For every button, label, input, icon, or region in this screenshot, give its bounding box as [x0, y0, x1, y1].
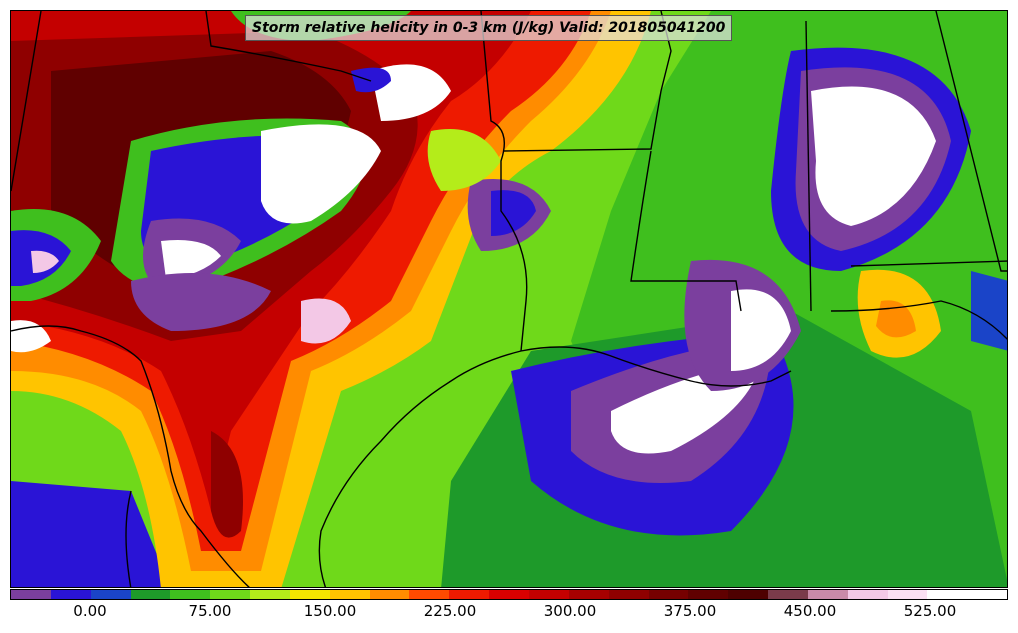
- colorbar-segment: [130, 590, 171, 599]
- colorbar-segment: [847, 590, 888, 599]
- colorbar-segment: [409, 590, 450, 599]
- colorbar-segment: [807, 590, 848, 599]
- colorbar-tick-label: 300.00: [543, 602, 597, 620]
- colorbar-segment: [170, 590, 211, 599]
- map-title: Storm relative helicity in 0-3 km (J/kg)…: [245, 15, 733, 41]
- colorbar-segment: [728, 590, 769, 599]
- colorbar-tick-label: 525.00: [903, 602, 957, 620]
- colorbar-tick-label: 225.00: [423, 602, 477, 620]
- colorbar-segment: [648, 590, 689, 599]
- colorbar-segment: [210, 590, 251, 599]
- colorbar-segment: [528, 590, 569, 599]
- colorbar-segment: [967, 590, 1008, 599]
- colorbar-segment: [608, 590, 649, 599]
- colorbar-tick-labels: 0.00 75.00 150.00 225.00 300.00 375.00 4…: [10, 602, 1008, 624]
- colorbar-segment: [250, 590, 290, 599]
- helicity-map: [10, 10, 1008, 588]
- colorbar-segment: [887, 590, 928, 599]
- colorbar-segment: [688, 590, 729, 599]
- colorbar-segment: [568, 590, 609, 599]
- helicity-field: [11, 11, 1007, 587]
- colorbar-segment: [768, 590, 808, 599]
- colorbar-segment: [449, 590, 490, 599]
- colorbar-segment: [489, 590, 529, 599]
- colorbar-tick-label: 150.00: [303, 602, 357, 620]
- colorbar-segment: [329, 590, 370, 599]
- colorbar-tick-label: 75.00: [188, 602, 232, 620]
- colorbar: [10, 589, 1008, 600]
- colorbar-segment: [11, 590, 51, 599]
- colorbar-tick-label: 450.00: [783, 602, 837, 620]
- colorbar-tick-label: 0.00: [73, 602, 107, 620]
- colorbar-segment: [90, 590, 131, 599]
- colorbar-segment: [369, 590, 410, 599]
- colorbar-segment: [289, 590, 330, 599]
- colorbar-segment: [927, 590, 968, 599]
- colorbar-segment: [50, 590, 91, 599]
- colorbar-tick-label: 375.00: [663, 602, 717, 620]
